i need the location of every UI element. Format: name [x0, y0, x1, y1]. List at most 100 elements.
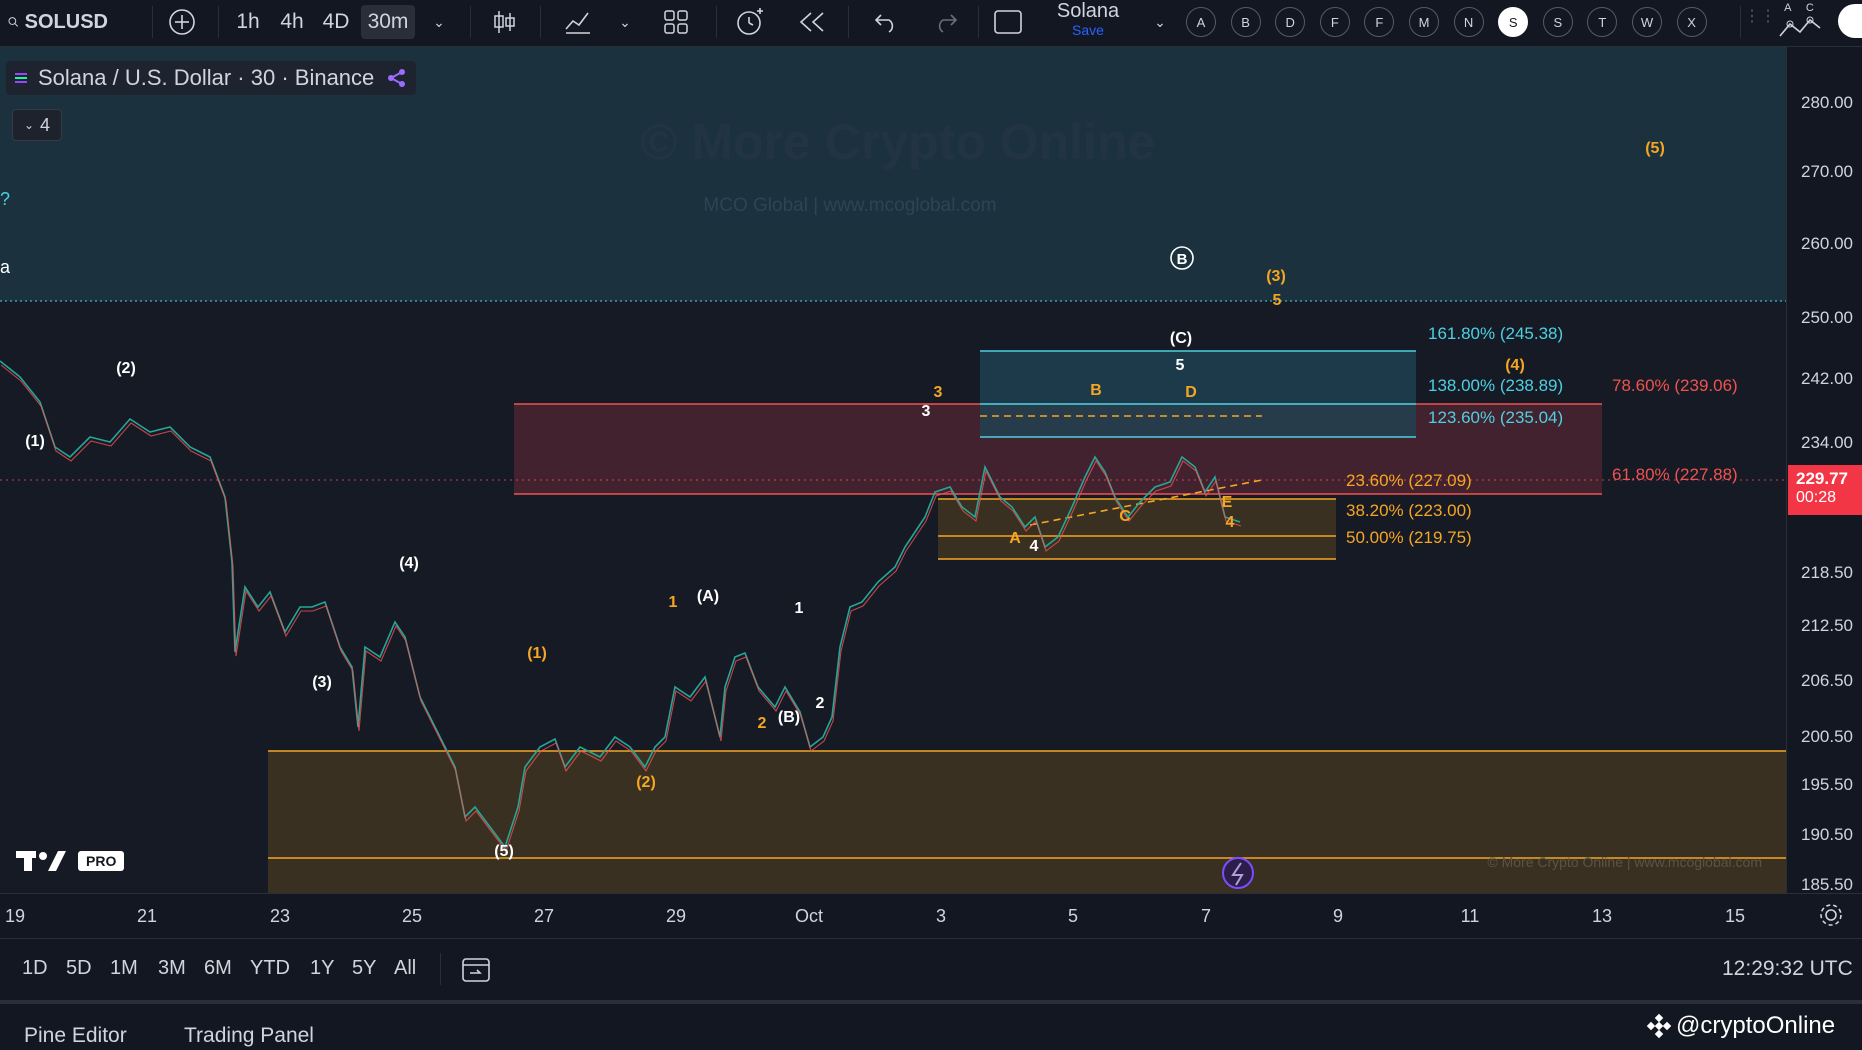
alert-toggle-x[interactable]: X	[1676, 7, 1707, 37]
undo-button[interactable]	[868, 5, 904, 39]
alert-toggle-a[interactable]: A	[1186, 7, 1216, 37]
drawing-tool-button[interactable]: A C	[1778, 2, 1826, 42]
orange-retracement-box	[938, 499, 1336, 559]
price-tick: 280.00	[1801, 93, 1853, 112]
alert-toggle-s[interactable]: S	[1498, 7, 1529, 37]
orange-wave-4: (4)	[1505, 357, 1525, 374]
indicators-button[interactable]	[560, 5, 596, 39]
wave-label-2: (2)	[116, 360, 136, 377]
alert-toggle-w[interactable]: W	[1632, 7, 1662, 37]
fib-786-label: 78.60% (239.06)	[1612, 376, 1738, 395]
alert-toggle-m[interactable]: M	[1409, 7, 1439, 37]
time-tick: 25	[401, 906, 423, 926]
timeframe-4d[interactable]: 4D	[322, 10, 350, 33]
tab-pine-editor[interactable]: Pine Editor	[24, 1024, 127, 1047]
triangle-label-d: D	[1185, 384, 1197, 401]
wave-label-1: (1)	[25, 433, 45, 450]
time-tick: 27	[533, 906, 555, 926]
symbol-search[interactable]: SOLUSD	[8, 5, 108, 39]
indicators-icon	[565, 12, 590, 34]
indicator-collapse-button[interactable]: ⌄ 4	[12, 109, 62, 141]
layout-dropdown-icon[interactable]: ⌄	[1154, 13, 1166, 30]
share-icon[interactable]	[386, 67, 408, 89]
range-5y[interactable]: 5Y	[352, 957, 377, 979]
trend-line-icon	[1779, 16, 1821, 37]
watermark-title: © More Crypto Online	[641, 114, 1156, 170]
tradingview-logo[interactable]: PRO	[16, 847, 125, 875]
wave-label-4: (4)	[399, 555, 419, 572]
layout-save-label: Save	[1072, 22, 1104, 38]
timeframe-dropdown-icon[interactable]: ⌄	[433, 13, 445, 30]
corner-letters: A C	[1784, 2, 1820, 14]
candle-type-button[interactable]	[486, 5, 522, 39]
range-ytd[interactable]: YTD	[250, 957, 290, 979]
range-1d[interactable]: 1D	[22, 957, 48, 979]
alert-toggle-n[interactable]: N	[1453, 7, 1484, 37]
redo-icon	[938, 14, 958, 33]
price-tick: 200.50	[1801, 727, 1853, 746]
layout-grid-button[interactable]	[658, 5, 694, 39]
price-axis[interactable]: 280.00 270.00 260.00 250.00 242.00 234.0…	[1786, 47, 1862, 894]
wave-label-5: (5)	[494, 843, 514, 860]
price-tick: 260.00	[1801, 234, 1853, 253]
cyan-extension-box	[980, 351, 1416, 437]
layout-name-button[interactable]: Solana Save	[1040, 0, 1136, 46]
fib-382-label: 38.20% (223.00)	[1346, 501, 1472, 520]
range-all[interactable]: All	[394, 957, 417, 979]
range-6m[interactable]: 6M	[204, 957, 232, 979]
grid-icon	[664, 10, 688, 34]
orange-wave-3: (3)	[1266, 268, 1286, 285]
profile-button[interactable]	[1838, 4, 1862, 38]
time-axis[interactable]: 19 21 23 25 27 29 Oct 3 5 7 9 11 13 15	[0, 893, 1862, 938]
minor-label-4: 4	[1030, 538, 1039, 555]
candlestick-icon	[494, 11, 515, 33]
wave-label-3: (3)	[312, 674, 332, 691]
price-tick: 242.00	[1801, 369, 1853, 388]
timeframe-1h[interactable]: 1h	[236, 10, 260, 33]
price-tick: 212.50	[1801, 616, 1853, 635]
fullscreen-button[interactable]	[988, 5, 1028, 39]
range-1m[interactable]: 1M	[110, 957, 138, 979]
alert-toggle-f[interactable]: F	[1319, 7, 1350, 37]
alert-button[interactable]	[732, 5, 768, 39]
fib-236-label: 23.60% (227.09)	[1346, 471, 1472, 490]
alert-toggle-s[interactable]: S	[1542, 7, 1573, 37]
watermark-subtitle: MCO Global | www.mcoglobal.com	[703, 195, 996, 216]
range-5d[interactable]: 5D	[66, 957, 92, 979]
timeframe-30m[interactable]: 30m	[361, 5, 415, 39]
chart-canvas: © More Crypto Online MCO Global | www.mc…	[0, 47, 1786, 893]
goto-date-button[interactable]	[460, 953, 492, 985]
alert-toggle-b[interactable]: B	[1230, 7, 1261, 37]
edge-glyph-a: a	[0, 257, 11, 277]
alert-toggle-t[interactable]: T	[1587, 7, 1618, 37]
replay-button[interactable]	[794, 5, 830, 39]
fib-1618-label: 161.80% (245.38)	[1428, 324, 1563, 343]
axis-settings-button[interactable]	[1818, 902, 1846, 930]
redo-button[interactable]	[928, 5, 964, 39]
timeframe-4h[interactable]: 4h	[280, 10, 304, 33]
edge-glyph-question: ?	[0, 189, 10, 209]
wave-label-c: (C)	[1170, 330, 1192, 347]
utc-clock[interactable]: 12:29:32 UTC	[1722, 957, 1853, 980]
chart-legend[interactable]: Solana / U.S. Dollar · 30 · Binance	[6, 61, 417, 95]
drag-handle-icon[interactable]: ⋮⋮	[1744, 8, 1776, 25]
price-series	[0, 360, 1241, 849]
pro-badge: PRO	[78, 851, 125, 871]
chevron-down-icon: ⌄	[23, 118, 35, 132]
time-tick: 7	[1200, 906, 1212, 926]
range-1y[interactable]: 1Y	[310, 957, 335, 979]
alert-toggle-d[interactable]: D	[1275, 7, 1306, 37]
alert-toggle-f[interactable]: F	[1364, 7, 1395, 37]
fib-1236-label: 123.60% (235.04)	[1428, 408, 1563, 427]
price-tick: 206.50	[1801, 671, 1853, 690]
tab-trading-panel[interactable]: Trading Panel	[184, 1024, 314, 1047]
time-tick: 15	[1724, 906, 1746, 926]
indicators-dropdown-icon[interactable]: ⌄	[619, 13, 631, 30]
range-3m[interactable]: 3M	[158, 957, 186, 979]
price-tick: 218.50	[1801, 563, 1853, 582]
lightning-icon[interactable]	[1222, 857, 1254, 889]
gear-icon	[1820, 904, 1842, 926]
price-tick: 250.00	[1801, 308, 1853, 327]
chart-pane[interactable]: © More Crypto Online MCO Global | www.mc…	[0, 47, 1786, 893]
add-symbol-button[interactable]	[164, 5, 200, 39]
